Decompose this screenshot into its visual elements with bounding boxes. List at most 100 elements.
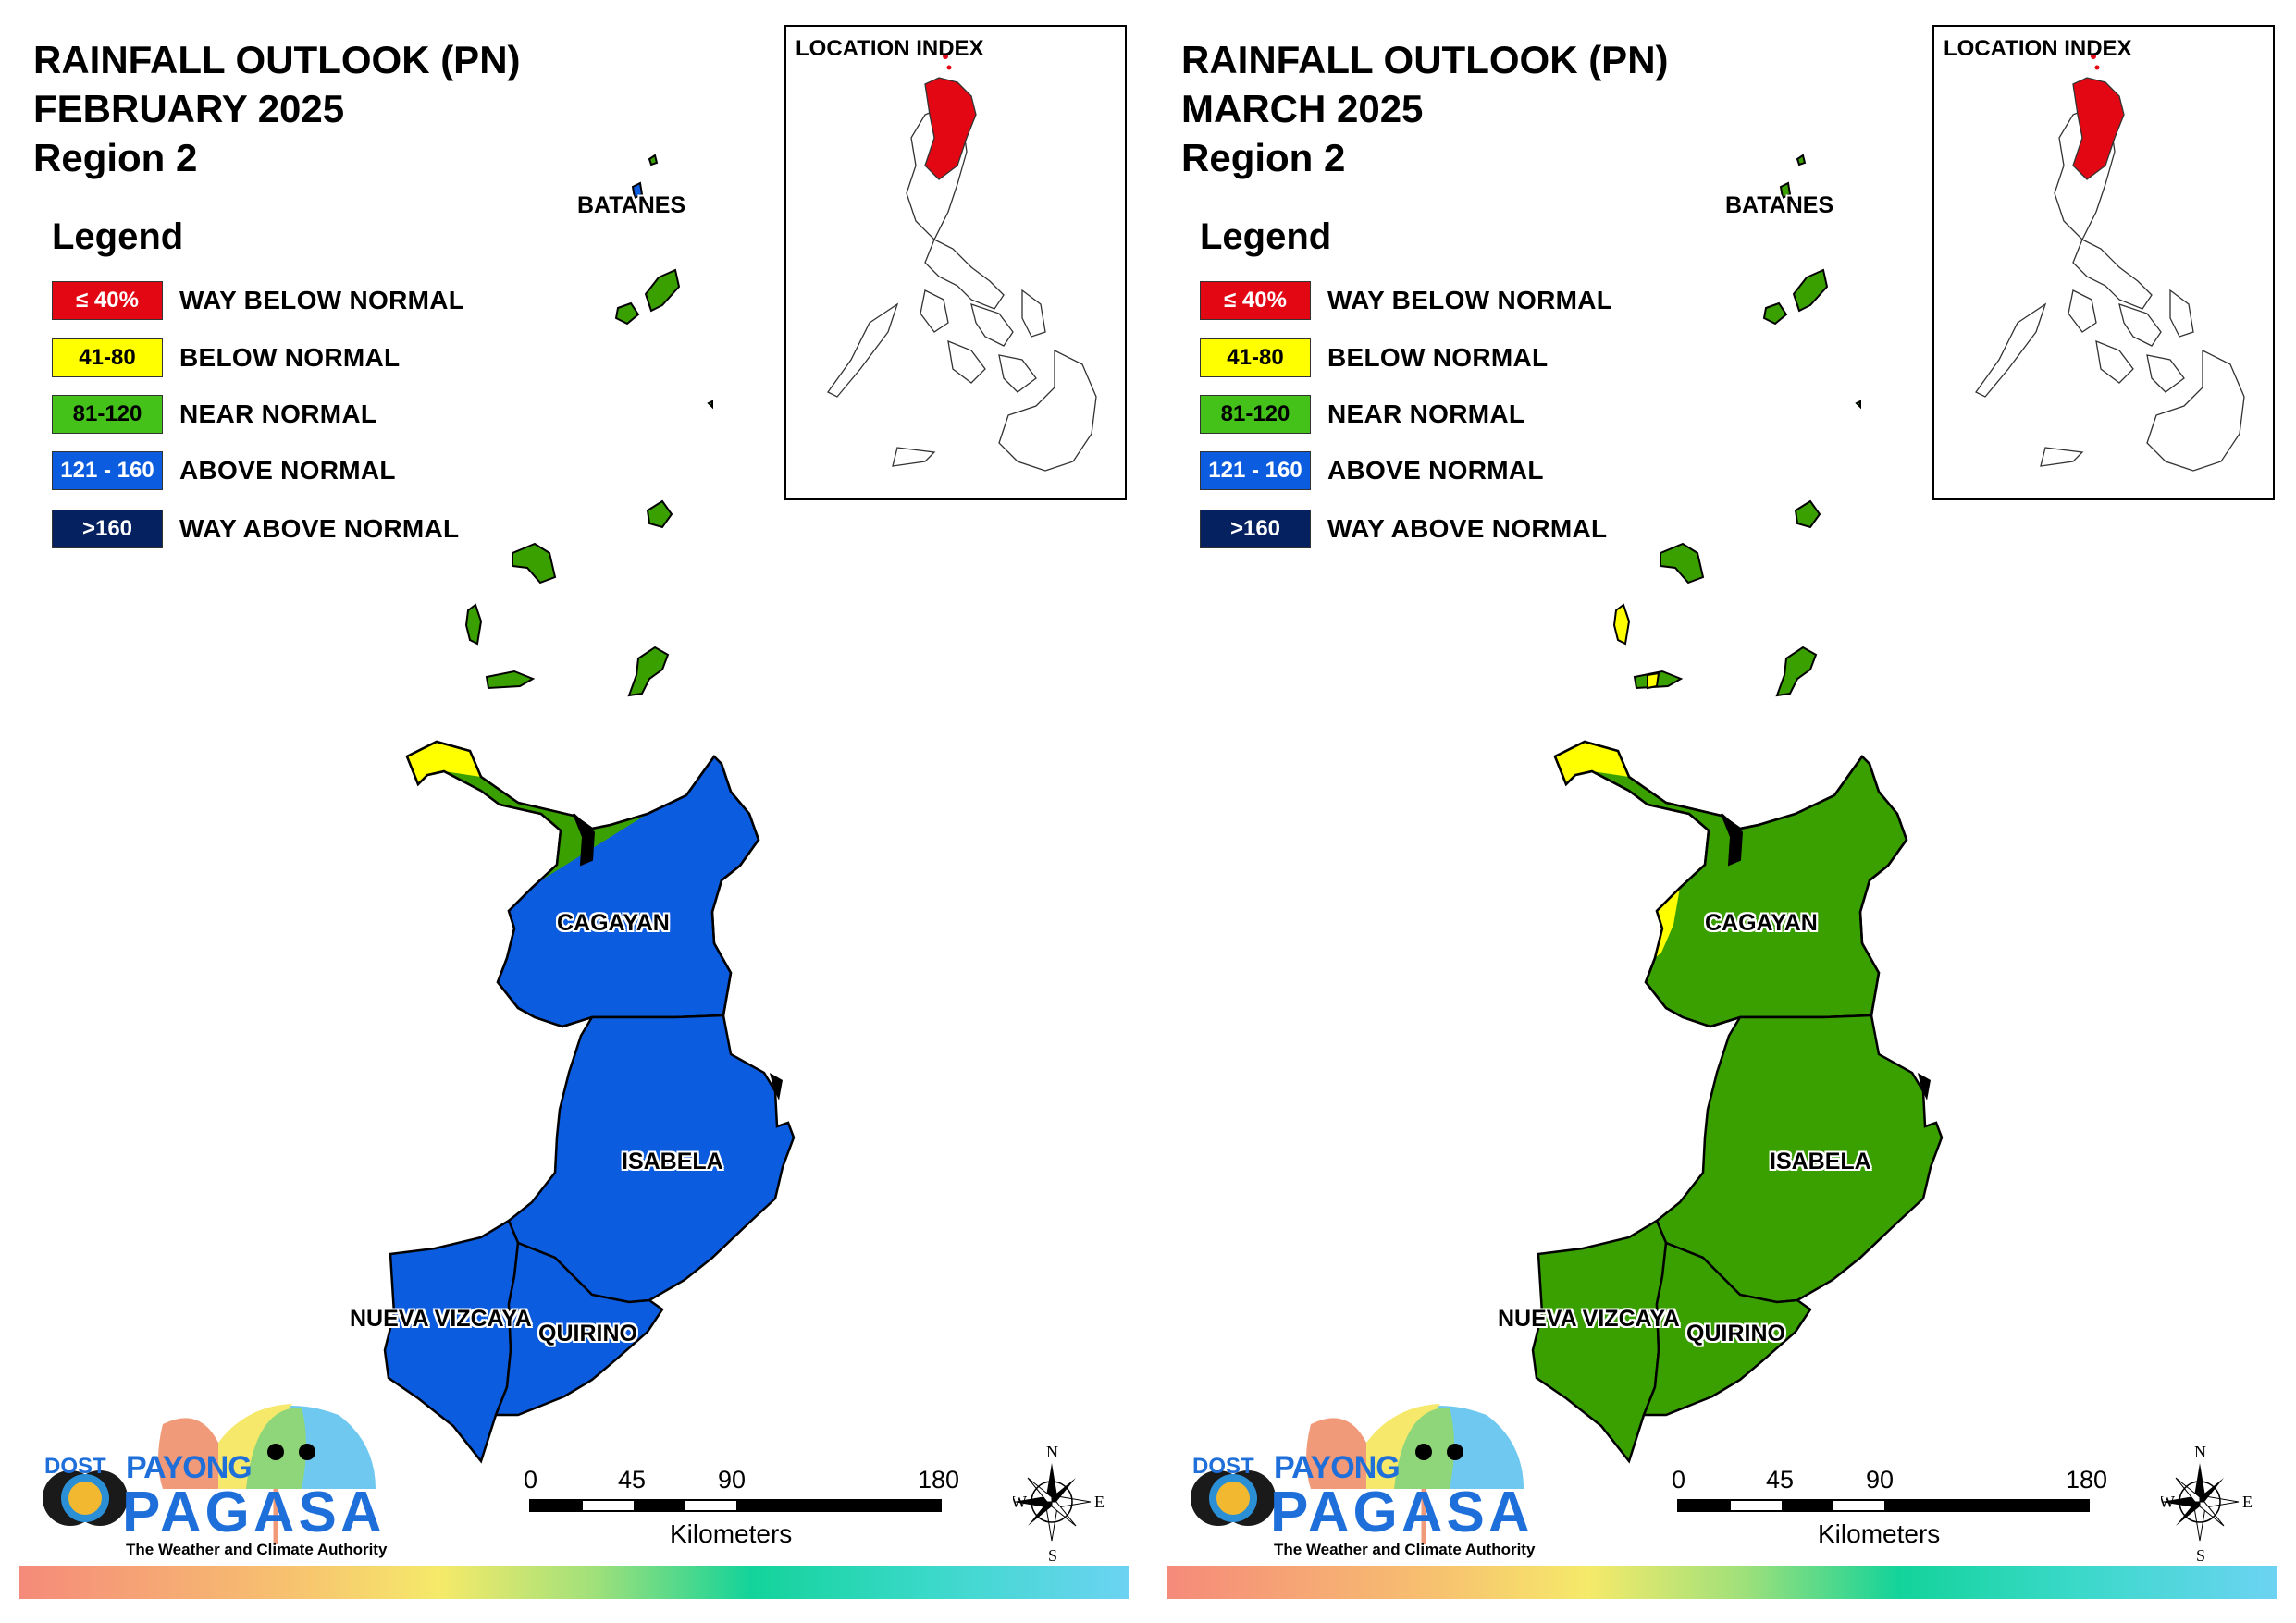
label-cagayan: CAGAYAN — [557, 910, 670, 936]
brand-pagasa: PAGASA — [1270, 1481, 1534, 1544]
legend-swatch: ≤ 40% — [52, 281, 163, 320]
province-quirino — [494, 1241, 664, 1417]
scale-unit: Kilometers — [670, 1519, 793, 1548]
legend-swatch: 121 - 160 — [52, 451, 163, 490]
legend-swatch: 81-120 — [52, 395, 163, 434]
label-quirino: QUIRINO — [1686, 1321, 1785, 1346]
title-line-1: RAINFALL OUTLOOK (PN) — [33, 38, 521, 81]
scale-tick: 45 — [1766, 1466, 1795, 1494]
location-index-box: LOCATION INDEX — [784, 25, 1127, 500]
batanes-islands — [1612, 154, 1861, 697]
scale-unit: Kilometers — [1818, 1519, 1941, 1548]
title-region: Region 2 — [1181, 136, 1346, 179]
legend-swatch: 81-120 — [1200, 395, 1311, 434]
scale-bar-graphic — [529, 1499, 942, 1512]
label-isabela: ISABELA — [622, 1149, 723, 1174]
province-nueva-vizcaya — [383, 1219, 520, 1464]
legend-label: ABOVE NORMAL — [1327, 456, 1544, 485]
legend-item-way-below: ≤ 40% WAY BELOW NORMAL — [1200, 279, 1612, 322]
province-isabela — [507, 1014, 796, 1304]
map-panel-march: RAINFALL OUTLOOK (PN) MARCH 2025 Region … — [1148, 0, 2296, 1623]
title-month: FEBRUARY 2025 — [33, 87, 345, 130]
location-index-title: LOCATION INDEX — [1944, 36, 2132, 61]
title-month: MARCH 2025 — [1181, 87, 1424, 130]
brand-pagasa: PAGASA — [122, 1481, 386, 1544]
brand-tagline: The Weather and Climate Authority — [126, 1541, 388, 1558]
philippines-index-map — [1975, 54, 2245, 472]
compass-n: N — [2194, 1443, 2206, 1461]
legend-item-below: 41-80 BELOW NORMAL — [1200, 337, 1548, 379]
province-nueva-vizcaya — [1531, 1219, 1668, 1464]
location-index-box: LOCATION INDEX — [1932, 25, 2275, 500]
title-line-1: RAINFALL OUTLOOK (PN) — [1181, 38, 1669, 81]
payong-pagasa-logo: DOST PAYONG PAGASA The Weather and Clima… — [1181, 1387, 1551, 1563]
brand-payong: PAYONG — [126, 1450, 253, 1485]
map-panel-february: RAINFALL OUTLOOK (PN) FEBRUARY 2025 Regi… — [19, 25, 1129, 1599]
compass-n: N — [1046, 1443, 1058, 1461]
philippines-index-map — [827, 54, 1097, 472]
scale-tick: 90 — [1866, 1466, 1895, 1494]
legend-swatch: 121 - 160 — [1200, 451, 1311, 490]
compass-rose-icon: N S E W — [2159, 1443, 2253, 1565]
umbrella-icon — [1191, 1404, 1524, 1544]
legend-item-above: 121 - 160 ABOVE NORMAL — [1200, 449, 1544, 492]
region-2-map — [383, 154, 796, 1464]
north-arrow: N S E W — [2159, 1441, 2253, 1566]
compass-e: E — [2242, 1493, 2253, 1511]
scale-tick: 0 — [524, 1466, 538, 1494]
legend-label: WAY BELOW NORMAL — [179, 286, 465, 314]
legend-label: WAY ABOVE NORMAL — [179, 514, 460, 543]
legend-item-way-above: >160 WAY ABOVE NORMAL — [1200, 508, 1607, 550]
legend-title: Legend — [1200, 216, 1332, 257]
scale-tick: 180 — [918, 1466, 960, 1494]
legend-swatch: 41-80 — [52, 338, 163, 377]
label-quirino: QUIRINO — [538, 1321, 637, 1346]
legend-title: Legend — [52, 216, 184, 257]
legend-label: ABOVE NORMAL — [179, 456, 396, 485]
label-nueva-vizcaya: NUEVA VIZCAYA — [1498, 1306, 1680, 1332]
scale-tick: 90 — [718, 1466, 747, 1494]
payong-pagasa-logo: DOST PAYONG PAGASA The Weather and Clima… — [33, 1387, 403, 1563]
legend-label: BELOW NORMAL — [179, 343, 401, 372]
scale-bar-graphic — [1677, 1499, 2090, 1512]
legend-item-below: 41-80 BELOW NORMAL — [52, 337, 400, 379]
brand-tagline: The Weather and Climate Authority — [1274, 1541, 1536, 1558]
compass-s: S — [2196, 1546, 2205, 1561]
label-nueva-vizcaya: NUEVA VIZCAYA — [350, 1306, 532, 1332]
umbrella-icon — [43, 1404, 376, 1544]
legend-swatch: >160 — [52, 510, 163, 548]
legend-label: NEAR NORMAL — [179, 400, 377, 428]
brand-dost: DOST — [44, 1454, 106, 1479]
map-title: RAINFALL OUTLOOK (PN) MARCH 2025 Region … — [1181, 35, 1669, 182]
north-arrow: N S E W — [1011, 1441, 1105, 1566]
label-batanes: BATANES — [577, 192, 686, 218]
title-region: Region 2 — [33, 136, 198, 179]
legend-item-near: 81-120 NEAR NORMAL — [1200, 393, 1524, 436]
legend-swatch: >160 — [1200, 510, 1311, 548]
footer-gradient-bar — [19, 1566, 1129, 1599]
region-2-map — [1531, 154, 1944, 1464]
region-2-highlight — [2072, 77, 2125, 180]
brand-dost: DOST — [1192, 1454, 1254, 1479]
legend-item-way-below: ≤ 40% WAY BELOW NORMAL — [52, 279, 464, 322]
scale-tick: 0 — [1672, 1466, 1686, 1494]
label-batanes: BATANES — [1725, 192, 1834, 218]
legend-swatch: ≤ 40% — [1200, 281, 1311, 320]
label-cagayan: CAGAYAN — [1705, 910, 1818, 936]
province-cagayan — [405, 740, 760, 1028]
legend-label: BELOW NORMAL — [1327, 343, 1549, 372]
province-isabela — [1655, 1014, 1944, 1304]
compass-s: S — [1048, 1546, 1057, 1561]
province-quirino — [1642, 1241, 1812, 1417]
map-title: RAINFALL OUTLOOK (PN) FEBRUARY 2025 Regi… — [33, 35, 521, 182]
footer-gradient-bar — [1167, 1566, 2277, 1599]
brand-payong: PAYONG — [1274, 1450, 1401, 1485]
legend-label: WAY BELOW NORMAL — [1327, 286, 1613, 314]
province-cagayan — [1553, 740, 1908, 1028]
legend-swatch: 41-80 — [1200, 338, 1311, 377]
location-index-title: LOCATION INDEX — [796, 36, 984, 61]
legend-item-way-above: >160 WAY ABOVE NORMAL — [52, 508, 459, 550]
compass-e: E — [1094, 1493, 1105, 1511]
legend-label: NEAR NORMAL — [1327, 400, 1525, 428]
compass-w: W — [2161, 1493, 2175, 1511]
